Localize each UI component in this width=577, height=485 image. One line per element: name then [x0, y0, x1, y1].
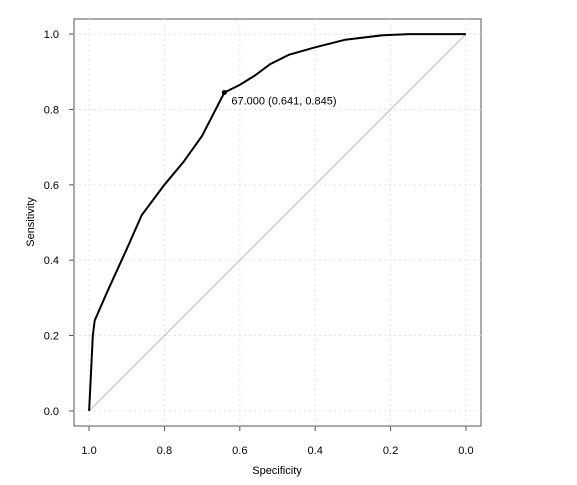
plot-area-frame: [73, 18, 482, 427]
y-tick-label: 0.8: [44, 104, 59, 116]
x-axis: 1.0 0.8 0.6 0.4 0.2 0.0: [81, 426, 474, 457]
x-tick-label: 1.0: [81, 445, 96, 457]
x-tick-label: 0.6: [232, 445, 247, 457]
roc-curve: [88, 33, 466, 411]
y-tick-label: 0.2: [44, 331, 59, 343]
x-tick-label: 0.0: [458, 445, 473, 457]
x-tick-label: 0.2: [383, 445, 398, 457]
y-tick-label: 1.0: [44, 29, 59, 41]
x-tick-label: 0.8: [157, 445, 172, 457]
x-axis-title: Specificity: [252, 465, 302, 477]
threshold-annotation: 67.000 (0.641, 0.845): [231, 95, 336, 107]
y-axis: 0.0 0.2 0.4 0.6 0.8 1.0: [44, 29, 74, 418]
y-tick-label: 0.6: [44, 180, 59, 192]
threshold-point: [221, 89, 227, 95]
diagonal-reference-line: [88, 33, 467, 412]
y-tick-label: 0.0: [44, 406, 59, 418]
y-axis-title: Sensitivity: [25, 197, 37, 247]
x-tick-label: 0.4: [308, 445, 323, 457]
y-tick-label: 0.4: [44, 255, 59, 267]
